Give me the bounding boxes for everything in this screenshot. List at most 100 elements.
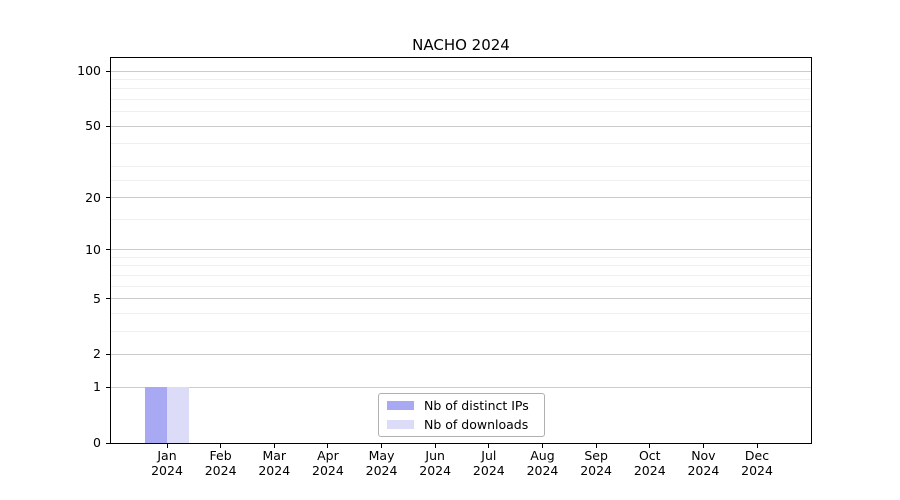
x-tick-label-oct: Oct 2024 bbox=[620, 448, 680, 478]
x-tick-label-dec: Dec 2024 bbox=[727, 448, 787, 478]
y-tick-5 bbox=[106, 298, 110, 300]
x-tick-year-dec: 2024 bbox=[741, 463, 773, 478]
legend-swatch-downloads-icon bbox=[387, 420, 414, 429]
x-tick-label-apr: Apr 2024 bbox=[298, 448, 358, 478]
x-tick-label-jun: Jun 2024 bbox=[405, 448, 465, 478]
gridline-minor-y9 bbox=[111, 257, 811, 258]
x-tick-year-mar: 2024 bbox=[258, 463, 291, 478]
x-tick-year-jul: 2024 bbox=[472, 463, 505, 478]
legend-item-distinct-ips: Nb of distinct IPs bbox=[387, 398, 536, 413]
legend-label-distinct-ips: Nb of distinct IPs bbox=[424, 398, 529, 413]
plot-area bbox=[110, 57, 812, 444]
x-tick-year-nov: 2024 bbox=[687, 463, 720, 478]
y-tick-100 bbox=[106, 70, 110, 72]
x-tick-label-mar: Mar 2024 bbox=[244, 448, 304, 478]
x-tick-year-feb: 2024 bbox=[204, 463, 237, 478]
x-tick-mar bbox=[273, 444, 275, 448]
y-tick-50 bbox=[106, 125, 110, 127]
x-tick-month-nov: Nov bbox=[691, 448, 716, 463]
x-tick-year-may: 2024 bbox=[365, 463, 398, 478]
gridline-minor-y25 bbox=[111, 180, 811, 182]
x-tick-month-apr: Apr bbox=[317, 448, 339, 463]
x-tick-year-oct: 2024 bbox=[633, 463, 666, 478]
x-tick-month-may: May bbox=[368, 448, 395, 463]
y-tick-label-1: 1 bbox=[93, 379, 101, 395]
x-tick-month-jan: Jan bbox=[157, 448, 177, 463]
x-tick-jul bbox=[488, 444, 490, 448]
gridline-minor-y60 bbox=[111, 111, 811, 113]
y-tick-1 bbox=[106, 386, 110, 388]
gridline-major-y1 bbox=[111, 386, 811, 388]
x-tick-dec bbox=[756, 444, 758, 448]
x-tick-jun bbox=[434, 444, 436, 448]
y-tick-label-10: 10 bbox=[85, 241, 101, 257]
legend-item-downloads: Nb of downloads bbox=[387, 417, 536, 432]
y-tick-label-20: 20 bbox=[85, 189, 101, 205]
x-tick-year-jun: 2024 bbox=[419, 463, 452, 478]
bars-layer bbox=[111, 58, 811, 443]
x-tick-label-jan: Jan 2024 bbox=[137, 448, 197, 478]
gridline-minor-y15 bbox=[111, 219, 811, 221]
x-tick-month-jun: Jun bbox=[425, 448, 445, 463]
y-tick-label-2: 2 bbox=[93, 346, 101, 362]
gridline-major-y10 bbox=[111, 249, 811, 251]
legend: Nb of distinct IPs Nb of downloads bbox=[378, 393, 545, 437]
gridline-major-y20 bbox=[111, 197, 811, 199]
x-tick-jan bbox=[166, 444, 168, 448]
bar-jan-distinct-ips bbox=[145, 387, 167, 443]
x-tick-apr bbox=[327, 444, 329, 448]
x-tick-label-nov: Nov 2024 bbox=[673, 448, 733, 478]
x-tick-year-sep: 2024 bbox=[580, 463, 613, 478]
y-tick-10 bbox=[106, 249, 110, 251]
y-tick-label-50: 50 bbox=[85, 118, 101, 134]
chart-title: NACHO 2024 bbox=[412, 36, 510, 54]
grid-layer bbox=[111, 58, 811, 443]
x-tick-month-dec: Dec bbox=[744, 448, 770, 463]
x-tick-month-aug: Aug bbox=[530, 448, 555, 463]
x-tick-year-apr: 2024 bbox=[312, 463, 344, 478]
x-tick-year-aug: 2024 bbox=[526, 463, 559, 478]
gridline-minor-y70 bbox=[111, 99, 811, 101]
y-tick-label-0: 0 bbox=[93, 435, 101, 450]
gridline-minor-y8 bbox=[111, 265, 811, 267]
gridline-minor-y6 bbox=[111, 285, 811, 287]
y-tick-0 bbox=[106, 442, 110, 444]
gridline-major-y50 bbox=[111, 125, 811, 127]
x-tick-sep bbox=[595, 444, 597, 448]
x-tick-nov bbox=[702, 444, 704, 448]
x-tick-may bbox=[381, 444, 383, 448]
x-tick-oct bbox=[649, 444, 651, 448]
x-tick-month-sep: Sep bbox=[584, 448, 608, 463]
gridline-minor-y3 bbox=[111, 330, 811, 332]
y-tick-2 bbox=[106, 353, 110, 355]
x-tick-month-mar: Mar bbox=[262, 448, 287, 463]
gridline-major-y100 bbox=[111, 70, 811, 72]
x-tick-aug bbox=[541, 444, 543, 448]
x-tick-label-may: May 2024 bbox=[352, 448, 412, 478]
x-tick-month-jul: Jul bbox=[481, 448, 497, 463]
gridline-minor-y40 bbox=[111, 143, 811, 145]
gridline-major-y5 bbox=[111, 298, 811, 300]
legend-swatch-distinct-ips-icon bbox=[387, 401, 414, 410]
gridline-major-y2 bbox=[111, 353, 811, 355]
y-tick-label-5: 5 bbox=[93, 290, 101, 306]
x-tick-label-feb: Feb 2024 bbox=[191, 448, 251, 478]
gridline-minor-y7 bbox=[111, 274, 811, 276]
x-tick-feb bbox=[220, 444, 222, 448]
gridline-minor-y30 bbox=[111, 165, 811, 167]
x-tick-label-sep: Sep 2024 bbox=[566, 448, 626, 478]
bar-jan-downloads bbox=[167, 387, 189, 443]
x-tick-month-feb: Feb bbox=[209, 448, 232, 463]
gridline-minor-y4 bbox=[111, 312, 811, 314]
gridline-minor-y80 bbox=[111, 88, 811, 90]
legend-label-downloads: Nb of downloads bbox=[424, 417, 529, 432]
x-tick-year-jan: 2024 bbox=[151, 463, 183, 478]
gridline-minor-y90 bbox=[111, 79, 811, 81]
y-tick-label-100: 100 bbox=[77, 63, 101, 79]
x-tick-month-oct: Oct bbox=[638, 448, 661, 463]
x-tick-label-jul: Jul 2024 bbox=[459, 448, 519, 478]
y-tick-20 bbox=[106, 197, 110, 199]
